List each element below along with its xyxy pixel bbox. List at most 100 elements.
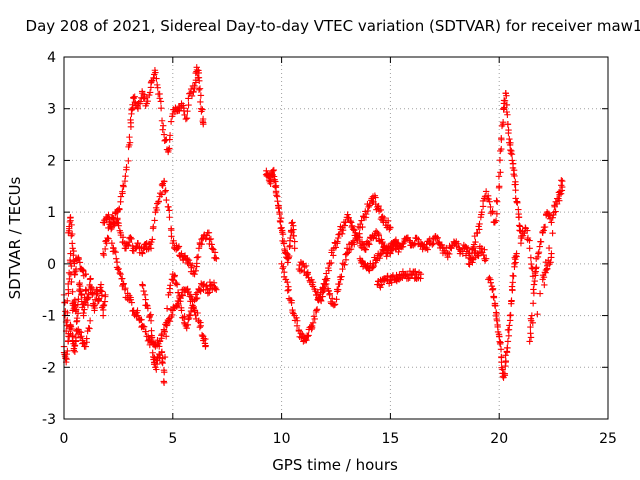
data-point-marker [278, 224, 285, 231]
data-point-marker [97, 288, 105, 295]
data-point-marker [100, 251, 108, 259]
data-point-marker [529, 300, 537, 307]
data-point-marker [517, 239, 525, 247]
data-point-marker [380, 214, 388, 222]
data-point-marker [512, 181, 519, 188]
data-point-marker [149, 236, 156, 243]
data-point-marker [358, 217, 365, 224]
data-point-marker [281, 245, 288, 253]
data-point-marker [498, 134, 505, 142]
data-point-marker [329, 295, 336, 302]
data-point-marker [115, 222, 122, 229]
data-point-marker [330, 252, 337, 259]
data-point-marker [86, 317, 94, 324]
data-point-marker [117, 193, 125, 200]
data-point-marker [424, 246, 431, 253]
data-point-marker [64, 347, 71, 355]
data-point-marker [508, 283, 516, 290]
data-point-marker [80, 312, 87, 319]
data-point-marker [73, 314, 81, 322]
data-point-marker [335, 231, 342, 238]
data-point-marker [532, 268, 539, 275]
data-point-marker [468, 256, 475, 264]
data-point-marker [158, 358, 166, 366]
data-point-marker [547, 259, 554, 266]
data-point-marker [205, 229, 213, 236]
data-point-marker [395, 248, 402, 256]
data-point-marker [276, 210, 283, 218]
data-point-marker [102, 291, 109, 299]
data-point-marker [466, 261, 473, 268]
data-point-marker [465, 260, 472, 268]
data-point-marker [166, 132, 174, 139]
data-point-marker [116, 205, 123, 212]
data-point-marker [274, 197, 281, 205]
data-point-marker [505, 126, 512, 134]
data-point-marker [115, 265, 122, 272]
data-point-marker [166, 289, 174, 296]
data-point-marker [304, 269, 312, 276]
data-point-marker [269, 167, 277, 174]
data-point-marker [496, 183, 503, 190]
data-point-marker [153, 206, 161, 214]
data-point-marker [150, 74, 157, 82]
data-point-marker [161, 188, 169, 196]
data-point-marker [342, 219, 349, 226]
x-tick-label: 25 [599, 431, 617, 447]
data-point-marker [98, 292, 106, 299]
data-point-marker [540, 273, 548, 281]
data-point-marker [504, 338, 512, 345]
data-point-marker [474, 229, 481, 237]
data-point-marker [202, 343, 209, 350]
data-point-marker [212, 254, 219, 261]
data-point-marker [127, 296, 135, 303]
data-point-marker [140, 287, 147, 295]
data-point-marker [158, 181, 166, 189]
data-point-marker [148, 334, 156, 341]
data-point-marker [190, 303, 197, 311]
data-point-marker [127, 119, 135, 127]
data-point-marker [535, 250, 542, 257]
data-point-marker [175, 243, 183, 250]
data-point-marker [197, 322, 205, 330]
data-point-marker [526, 338, 533, 345]
data-point-marker [504, 344, 511, 352]
data-point-marker [105, 235, 112, 242]
data-point-marker [272, 184, 280, 191]
data-point-marker [530, 281, 538, 288]
data-point-marker [531, 269, 539, 277]
data-point-marker [131, 93, 138, 100]
data-point-marker [83, 339, 91, 346]
data-point-marker [79, 266, 87, 274]
data-point-marker [311, 315, 318, 323]
data-point-marker [503, 108, 511, 116]
data-point-marker [184, 108, 191, 115]
data-point-marker [481, 246, 488, 253]
data-point-marker [504, 121, 512, 128]
data-point-marker [86, 325, 93, 332]
data-point-marker [429, 241, 436, 248]
data-point-marker [512, 195, 519, 202]
data-point-marker [155, 198, 162, 205]
data-point-marker [136, 98, 144, 105]
data-point-marker [291, 245, 298, 252]
data-point-marker [68, 325, 76, 333]
data-point-marker [82, 271, 89, 278]
data-point-marker [476, 220, 483, 228]
data-point-marker [173, 281, 181, 288]
data-point-marker [469, 245, 477, 252]
x-tick-label: 20 [490, 431, 508, 447]
data-point-marker [321, 281, 329, 288]
data-point-marker [284, 278, 291, 286]
data-point-marker [124, 295, 131, 303]
data-point-marker [309, 283, 317, 290]
data-point-marker [536, 290, 544, 297]
data-point-marker [334, 286, 342, 293]
data-point-marker [541, 223, 549, 231]
data-point-marker [197, 288, 204, 295]
data-point-marker [496, 333, 503, 340]
data-point-marker [480, 251, 487, 259]
data-point-marker [181, 252, 189, 259]
data-point-marker [290, 232, 297, 240]
data-point-marker [73, 306, 80, 313]
